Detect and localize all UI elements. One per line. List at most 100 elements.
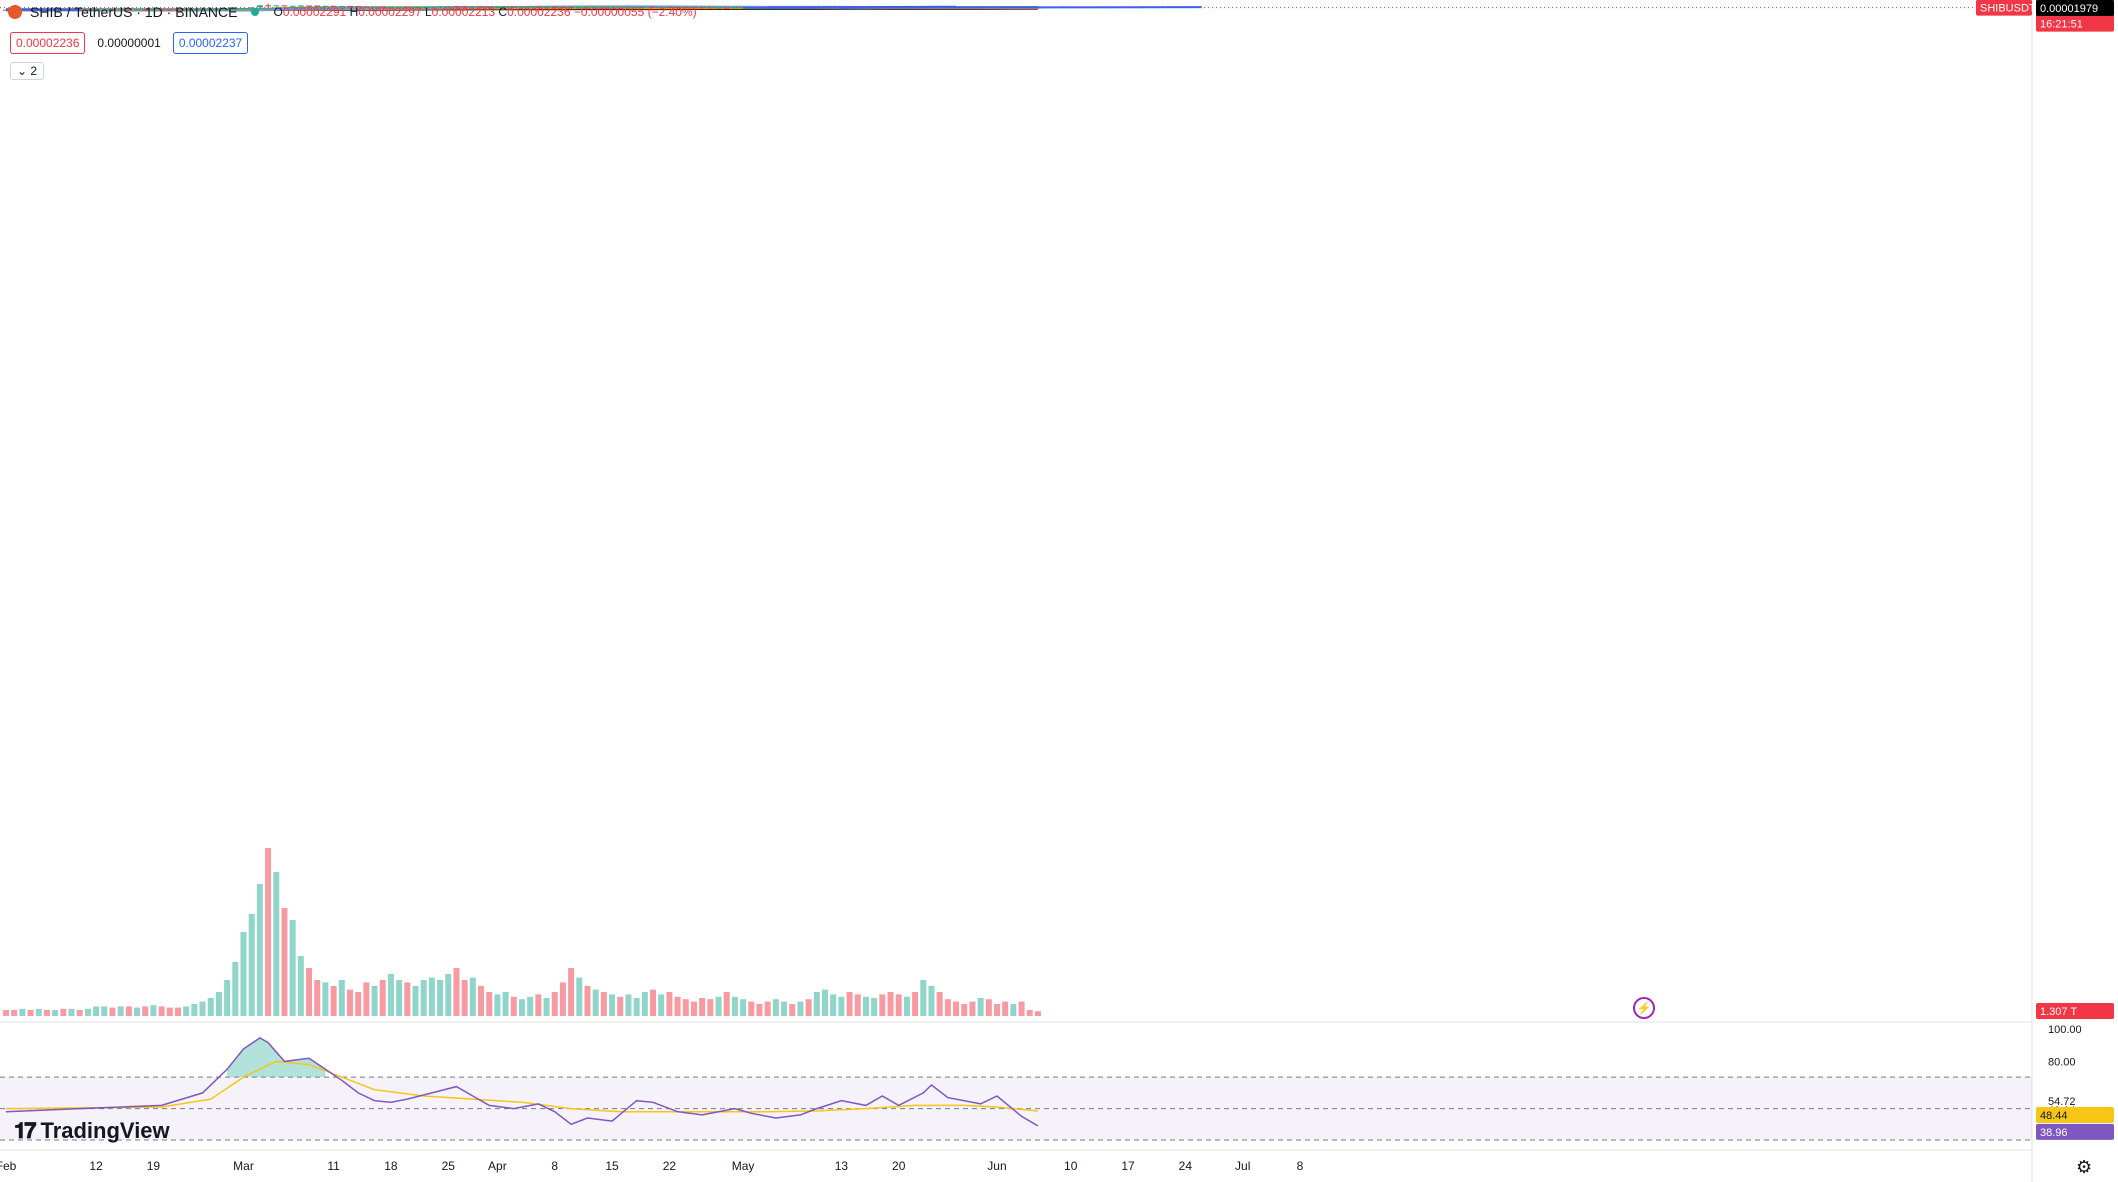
- rsi-ma-value-label-bg: [2036, 1107, 2114, 1124]
- candle-body: [281, 5, 288, 7]
- volume-bar: [838, 996, 845, 1016]
- candle-body: [371, 6, 378, 8]
- ma200-value-label: 0.00001979: [2040, 3, 2098, 15]
- rsi-axis-label: 54.72: [2048, 1096, 2076, 1108]
- buy-button[interactable]: 0.00002237: [172, 32, 249, 54]
- candle-body: [412, 6, 419, 8]
- time-tick-label: 8: [1297, 1159, 1304, 1173]
- volume-bar: [248, 914, 255, 1016]
- candle-body: [510, 6, 517, 8]
- ohlc-values: O0.00002291 H0.00002297 L0.00002213 C0.0…: [273, 5, 697, 19]
- candle-body: [183, 9, 190, 11]
- volume-bar: [854, 994, 861, 1016]
- tradingview-logo[interactable]: 𝟏𝟕 TradingView: [14, 1118, 170, 1143]
- volume-bar: [355, 992, 362, 1016]
- volume-bar: [101, 1006, 108, 1016]
- volume-bar: [756, 1004, 763, 1016]
- time-tick-label: May: [732, 1159, 755, 1173]
- time-tick-label: 20: [892, 1159, 906, 1173]
- candle-body: [535, 6, 542, 8]
- volume-bar: [592, 989, 599, 1016]
- volume-bar: [805, 999, 812, 1016]
- sell-button[interactable]: 0.00002236: [10, 32, 86, 54]
- candle-body: [363, 6, 370, 8]
- volume-bar: [174, 1007, 181, 1016]
- volume-bar: [322, 982, 329, 1016]
- candle-body: [707, 7, 714, 9]
- volume-bar: [559, 982, 566, 1016]
- volume-bar: [502, 992, 509, 1016]
- candle-body: [387, 6, 394, 8]
- candle-body: [699, 7, 706, 9]
- volume-bar: [478, 986, 485, 1016]
- volume-bar: [527, 996, 534, 1016]
- volume-bar: [306, 968, 313, 1016]
- candle-body: [240, 7, 247, 9]
- volume-bar: [363, 982, 370, 1016]
- candle-body: [723, 7, 730, 9]
- candle-body: [207, 9, 214, 11]
- candle-body: [199, 9, 206, 11]
- volume-bar: [1010, 1004, 1017, 1016]
- time-axis[interactable]: Feb 12 19 Mar 11 18 25 Apr 8 15 22 May 13 20 Jun 10 17 24…: [0, 1159, 1304, 1173]
- candle-body: [322, 5, 329, 7]
- volume-bar: [1002, 1001, 1009, 1016]
- volume-bar: [412, 986, 419, 1016]
- volume-bar: [862, 996, 869, 1016]
- candle-body: [543, 6, 550, 8]
- time-tick-label: 8: [551, 1159, 558, 1173]
- settings-gear-icon[interactable]: ⚙: [2076, 1157, 2093, 1177]
- volume-bar: [199, 1001, 206, 1016]
- tradingview-icon: 𝟏𝟕: [14, 1118, 37, 1143]
- volume-bar: [396, 980, 403, 1016]
- volume-bar: [650, 989, 657, 1016]
- volume-bar: [469, 977, 476, 1016]
- volume-bar: [772, 999, 779, 1016]
- volume-bar: [404, 982, 411, 1016]
- volume-bar: [445, 974, 452, 1016]
- candle-body: [559, 6, 566, 8]
- countdown-label-bg: [2036, 15, 2114, 32]
- symbol-title[interactable]: SHIB / TetherUS · 1D · BINANCE: [30, 4, 238, 20]
- volume-bar: [895, 994, 902, 1016]
- volume-bar: [338, 980, 345, 1016]
- candle-body: [76, 9, 83, 11]
- time-tick-label: 25: [442, 1159, 456, 1173]
- time-tick-label: 15: [605, 1159, 619, 1173]
- volume-bar: [740, 999, 747, 1016]
- candle-body: [682, 7, 689, 9]
- volume-bar: [584, 986, 591, 1016]
- volume-bar: [658, 994, 665, 1016]
- trend-line: [841, 5, 940, 9]
- volume-bar: [207, 998, 214, 1016]
- volume-bar: [797, 1001, 804, 1016]
- volume-bar: [183, 1006, 190, 1016]
- candle-body: [117, 9, 124, 11]
- volume-bar: [822, 989, 828, 1016]
- candle-body: [428, 6, 435, 8]
- volume-bar: [428, 977, 435, 1016]
- volume-bar: [969, 1001, 976, 1016]
- volume-bar: [1018, 1001, 1025, 1016]
- rsi-value-label: 38.96: [2040, 1127, 2068, 1139]
- volume-bar: [879, 994, 886, 1016]
- volume-bar: [437, 980, 444, 1016]
- candle-body: [453, 6, 460, 8]
- volume-bar: [68, 1008, 75, 1016]
- volume-bar: [568, 968, 575, 1016]
- volume-bar: [1026, 1010, 1033, 1016]
- volume-value-label-bg: [2036, 1003, 2114, 1019]
- volume-bar: [453, 968, 460, 1016]
- countdown-label: 16:21:51: [2040, 19, 2083, 31]
- candle-body: [142, 9, 149, 11]
- volume-bar: [125, 1006, 132, 1016]
- candle-body: [445, 6, 452, 8]
- candle-body: [346, 5, 353, 7]
- volume-bar: [281, 908, 288, 1016]
- time-tick-label: Apr: [488, 1159, 507, 1173]
- alert-bolt-icon[interactable]: ⚡: [1633, 997, 1655, 1019]
- volume-bar: [93, 1006, 100, 1016]
- indicators-toggle[interactable]: ⌄ 2: [10, 62, 45, 80]
- candle-body: [420, 6, 427, 8]
